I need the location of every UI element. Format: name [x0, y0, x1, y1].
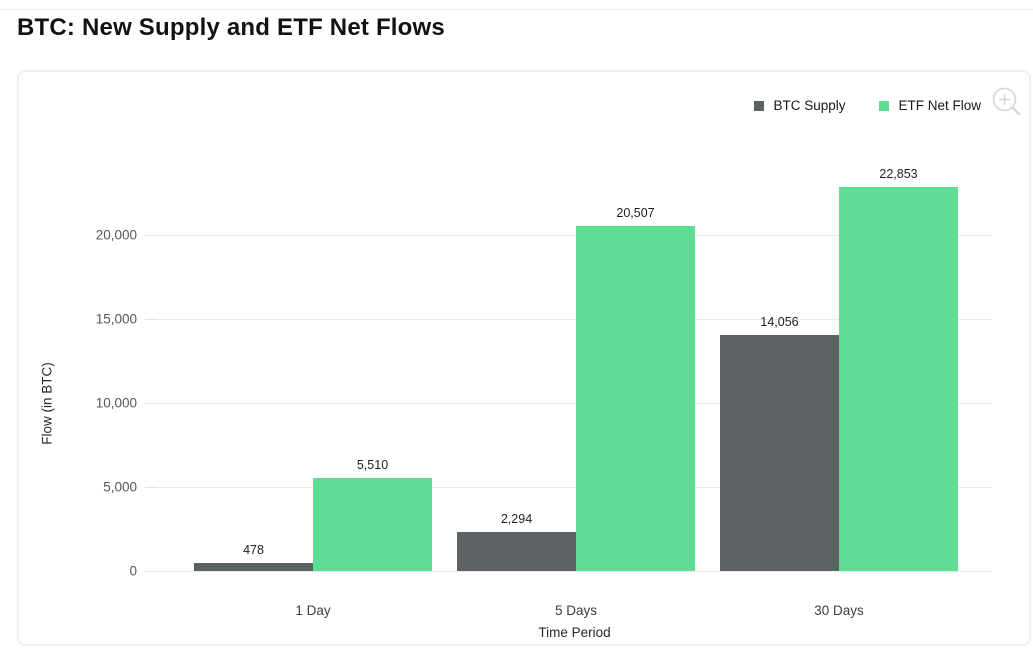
bar-etf-net-flow-30-days[interactable] — [839, 187, 958, 571]
x-tick-label-5-days: 5 Days — [554, 603, 598, 618]
chart-legend: BTC Supply ETF Net Flow — [754, 98, 981, 113]
y-tick-mark — [145, 403, 157, 404]
bar-etf-net-flow-5-days[interactable] — [576, 226, 695, 571]
bar-value-label: 22,853 — [879, 167, 918, 182]
gridline-10000 — [157, 403, 992, 404]
zoom-in-button[interactable] — [987, 83, 1027, 123]
legend-item-btc-supply[interactable]: BTC Supply — [754, 98, 845, 113]
legend-label: BTC Supply — [773, 98, 846, 113]
bar-btc-supply-5-days[interactable] — [457, 532, 576, 571]
bar-value-label: 14,056 — [760, 314, 799, 329]
bar-etf-net-flow-1-day[interactable] — [313, 478, 432, 571]
legend-swatch — [754, 100, 765, 111]
y-tick-mark — [145, 319, 157, 320]
legend-label: ETF Net Flow — [898, 98, 981, 113]
y-tick-mark — [145, 235, 157, 236]
y-tick-mark — [145, 487, 157, 488]
bar-value-label: 2,294 — [500, 512, 533, 527]
y-axis-title: Flow (in BTC) — [39, 362, 55, 445]
gridline-0 — [157, 571, 992, 572]
bar-value-label: 5,510 — [356, 458, 389, 473]
y-tick-mark — [145, 571, 157, 572]
bar-btc-supply-1-day[interactable] — [194, 562, 313, 571]
legend-item-etf-net-flow[interactable]: ETF Net Flow — [879, 98, 981, 113]
gridline-5000 — [157, 487, 992, 488]
bar-value-label: 478 — [243, 542, 264, 557]
y-tick-label: 10,000 — [95, 395, 137, 411]
bar-btc-supply-30-days[interactable] — [720, 334, 839, 571]
page-title: BTC: New Supply and ETF Net Flows — [17, 14, 445, 41]
gridline-15000 — [157, 319, 992, 320]
y-tick-label: 15,000 — [95, 311, 137, 327]
zoom-in-magnifier-icon — [992, 87, 1021, 116]
y-tick-label: 5,000 — [103, 479, 137, 495]
bar-value-label: 20,507 — [616, 206, 655, 221]
y-tick-label: 0 — [129, 563, 137, 579]
legend-swatch — [879, 100, 890, 111]
y-tick-label: 20,000 — [95, 227, 137, 243]
x-tick-label-1-day: 1 Day — [295, 603, 331, 618]
chart-card: BTC Supply ETF Net Flow Flow (in BTC) Tim… — [17, 70, 1031, 646]
x-axis-title: Time Period — [538, 625, 611, 640]
chart-plot-area: Flow (in BTC) Time Period 0 5,000 10,000 15… — [19, 72, 1029, 644]
top-divider — [0, 9, 1033, 10]
gridline-20000 — [157, 235, 992, 236]
x-tick-label-30-days: 30 Days — [814, 603, 864, 618]
